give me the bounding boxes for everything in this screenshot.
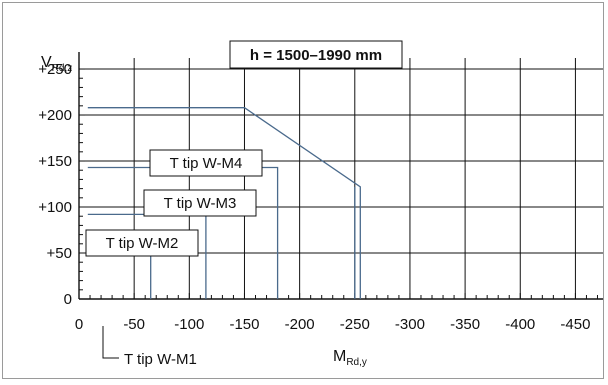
x-tick-label: -100 bbox=[174, 316, 204, 333]
y-tick-label: 0 bbox=[64, 291, 72, 308]
grid bbox=[79, 58, 603, 299]
y-axis-title: VRd,z bbox=[41, 54, 72, 74]
series-label-m4: T tip W-M4 bbox=[170, 155, 243, 172]
y-tick-label: +150 bbox=[38, 153, 72, 170]
y-axis-title-main: V bbox=[41, 54, 52, 71]
x-tick-label: -200 bbox=[285, 316, 315, 333]
x-axis-title-main: M bbox=[333, 348, 346, 365]
title-box bbox=[229, 40, 403, 69]
x-tick-label: -450 bbox=[560, 316, 590, 333]
series-line bbox=[87, 107, 361, 299]
x-tick-label: -350 bbox=[450, 316, 480, 333]
y-tick-label: +50 bbox=[47, 245, 72, 262]
x-tick-label: 0 bbox=[75, 316, 83, 333]
x-tick-label: -250 bbox=[340, 316, 370, 333]
x-tick-label: -400 bbox=[505, 316, 535, 333]
series-labels: T tip W-M4 T tip W-M3 T tip W-M2 T tip W… bbox=[85, 149, 263, 368]
series-label-m2: T tip W-M2 bbox=[106, 235, 179, 252]
series-label-box-m4 bbox=[149, 149, 263, 177]
y-tick-label: +250 bbox=[38, 61, 72, 78]
x-tick-label: -300 bbox=[395, 316, 425, 333]
series-label-m1: T tip W-M1 bbox=[124, 351, 197, 368]
y-tick-label: +200 bbox=[38, 107, 72, 124]
series-line bbox=[87, 251, 152, 299]
chart-title: h = 1500–1990 mm bbox=[250, 47, 382, 64]
x-tick-label: -50 bbox=[123, 316, 145, 333]
series-label-m3: T tip W-M3 bbox=[164, 195, 237, 212]
x-tick-label: -150 bbox=[229, 316, 259, 333]
x-axis-title: MRd,y bbox=[333, 348, 367, 368]
y-tick-label: +100 bbox=[38, 199, 72, 216]
chart: 0 -50 -100 -150 -200 -250 -300 -350 -400 -450 0 +50… bbox=[38, 40, 603, 368]
x-axis-title-sub: Rd,y bbox=[346, 357, 367, 368]
series-label-box-m2 bbox=[85, 229, 199, 257]
series-label-leader-m1 bbox=[102, 326, 119, 359]
series-label-box-m3 bbox=[143, 189, 257, 217]
chart-frame: 0 -50 -100 -150 -200 -250 -300 -350 -400 -450 0 +50… bbox=[2, 2, 604, 379]
y-axis-title-sub: Rd,z bbox=[52, 63, 73, 74]
series-line bbox=[87, 213, 207, 299]
axes: 0 -50 -100 -150 -200 -250 -300 -350 -400 -450 0 +50… bbox=[38, 52, 603, 333]
